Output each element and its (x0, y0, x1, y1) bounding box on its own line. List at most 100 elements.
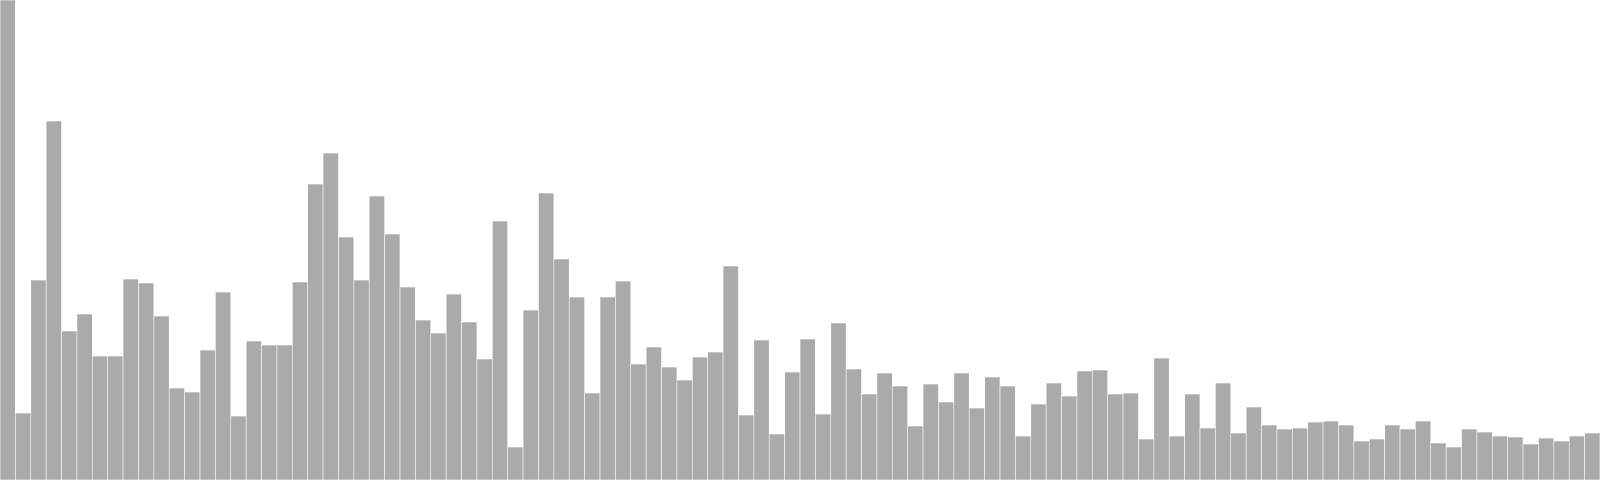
bar-66 (1015, 435, 1032, 480)
bar-2 (30, 279, 47, 480)
bar-27 (415, 319, 432, 480)
bar-67 (1030, 403, 1047, 480)
bar-32 (492, 220, 508, 480)
bar-70 (1076, 370, 1093, 480)
bar-48 (738, 414, 755, 480)
bar-81 (1245, 406, 1262, 480)
bar-62 (953, 372, 970, 480)
bar-73 (1122, 392, 1139, 480)
bar-50 (768, 433, 785, 480)
bar-92 (1415, 420, 1432, 480)
bar-42 (645, 346, 662, 480)
bar-71 (1092, 369, 1108, 480)
bar-28 (430, 332, 447, 480)
bar-41 (630, 363, 647, 480)
bar-37 (568, 296, 585, 480)
bar-63 (968, 407, 985, 480)
bar-59 (907, 425, 924, 480)
bar-11 (168, 387, 185, 480)
bar-80 (1230, 432, 1247, 480)
bar-34 (522, 309, 539, 480)
bar-89 (1368, 438, 1385, 480)
bar-87 (1338, 424, 1355, 480)
bar-68 (1045, 382, 1062, 480)
bar-69 (1061, 395, 1078, 480)
bar-53 (815, 413, 832, 480)
bar-20 (307, 183, 324, 480)
bar-75 (1153, 357, 1170, 480)
bar-83 (1276, 428, 1293, 480)
bar-13 (199, 349, 216, 480)
bar-8 (122, 278, 139, 480)
bar-97 (1492, 435, 1508, 480)
bar-24 (368, 195, 385, 480)
bar-10 (153, 315, 170, 480)
bar-25 (384, 233, 401, 480)
bar-12 (184, 391, 201, 480)
bar-30 (461, 321, 478, 480)
bar-76 (1168, 435, 1185, 480)
bar-90 (1384, 424, 1401, 480)
bar-9 (138, 282, 155, 480)
bar-29 (445, 293, 462, 480)
bar-82 (1261, 424, 1278, 480)
bar-91 (1399, 428, 1416, 480)
bar-103 (1584, 432, 1600, 480)
bar-55 (845, 368, 862, 480)
bar-100 (1538, 437, 1555, 480)
bar-19 (292, 281, 308, 480)
bar-101 (1553, 440, 1570, 480)
bar-22 (338, 236, 355, 480)
bar-5 (76, 313, 93, 480)
bar-58 (892, 385, 908, 480)
bar-26 (399, 286, 416, 480)
bar-33 (507, 446, 524, 480)
bar-98 (1507, 436, 1524, 480)
bar-86 (1322, 420, 1339, 480)
bar-46 (707, 351, 724, 480)
bar-56 (861, 393, 878, 480)
bar-77 (1184, 393, 1201, 480)
bar-7 (107, 355, 124, 480)
bar-35 (538, 192, 555, 480)
bar-79 (1215, 382, 1232, 480)
bar-96 (1476, 431, 1493, 480)
bar-93 (1430, 442, 1447, 480)
bar-45 (692, 356, 708, 480)
bar-102 (1568, 435, 1585, 480)
bar-16 (245, 340, 262, 480)
bar-88 (1353, 440, 1370, 480)
bar-43 (661, 366, 678, 480)
bar-61 (938, 401, 955, 480)
bar-99 (1522, 443, 1539, 480)
bar-40 (615, 280, 632, 480)
bar-60 (922, 383, 939, 480)
bar-57 (876, 372, 893, 480)
bar-54 (830, 322, 847, 480)
bar-52 (799, 338, 816, 480)
bar-49 (753, 339, 770, 480)
bar-85 (1307, 421, 1324, 480)
bar-21 (322, 152, 339, 480)
bar-74 (1138, 438, 1155, 480)
bar-23 (353, 279, 370, 480)
bar-36 (553, 258, 570, 480)
bar-47 (722, 265, 739, 480)
bar-51 (784, 371, 801, 480)
bar-18 (276, 344, 293, 480)
bar-94 (1445, 446, 1462, 480)
bar-4 (61, 330, 78, 480)
bar-31 (476, 358, 493, 480)
bar-14 (215, 291, 232, 480)
bar-17 (261, 344, 278, 480)
bar-1 (15, 412, 32, 480)
bar-44 (676, 379, 693, 480)
bar-0 (0, 0, 16, 480)
bar-3 (45, 120, 62, 480)
bar-65 (999, 385, 1016, 480)
bar-78 (1199, 427, 1216, 480)
bar-15 (230, 415, 247, 480)
